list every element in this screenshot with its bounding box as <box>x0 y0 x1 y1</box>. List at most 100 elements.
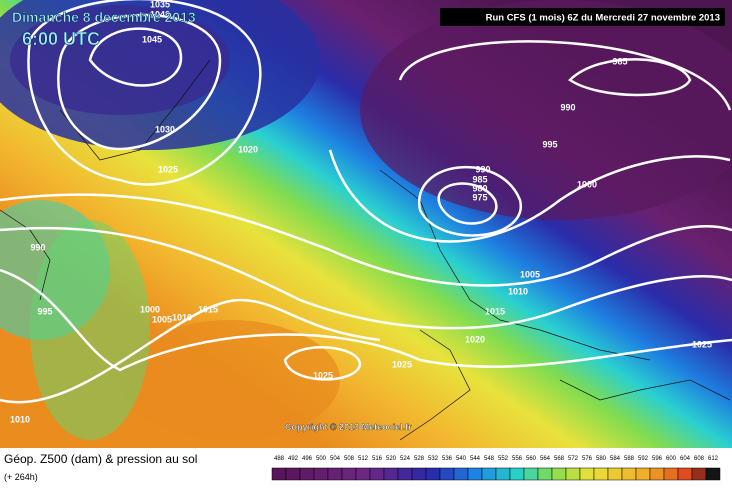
isobar-label: 1025 <box>692 339 712 349</box>
isobar-label: 1025 <box>392 359 412 369</box>
scale-swatch <box>439 467 455 481</box>
scale-label: 612 <box>708 456 719 462</box>
scale-swatch <box>551 467 567 481</box>
scale-label: 572 <box>568 456 579 462</box>
scale-swatch <box>467 467 483 481</box>
isobar-label: 985 <box>472 174 487 184</box>
scale-swatch <box>593 467 609 481</box>
scale-swatch <box>635 467 651 481</box>
isobar-label: 1005 <box>152 314 172 324</box>
scale-swatch <box>411 467 427 481</box>
scale-label: 596 <box>652 456 663 462</box>
scale-swatch <box>691 467 707 481</box>
scale-label: 500 <box>316 456 327 462</box>
scale-swatch <box>425 467 441 481</box>
scale-label: 548 <box>484 456 495 462</box>
scale-label: 564 <box>540 456 551 462</box>
color-scale: 488 492 496 500 504 508 512 516 520 524 528 532 536 5… <box>271 456 721 481</box>
isobar-label: 990 <box>560 102 575 112</box>
time: 6:00 UTC <box>22 29 100 49</box>
scale-label: 540 <box>456 456 467 462</box>
legend-title: Géop. Z500 (dam) & pression au sol <box>4 452 197 466</box>
scale-swatch <box>369 467 385 481</box>
scale-swatch <box>649 467 665 481</box>
isobar-label: 985 <box>612 56 627 66</box>
scale-swatch <box>327 467 343 481</box>
scale-label: 604 <box>680 456 691 462</box>
isobar-label: 1015 <box>485 306 505 316</box>
scale-label: 592 <box>638 456 649 462</box>
isobar-label: 1025 <box>158 164 178 174</box>
scale-swatch <box>313 467 329 481</box>
isobar-label: 1030 <box>155 124 175 134</box>
isobar-label: 1040 <box>150 9 170 19</box>
scale-swatch <box>607 467 623 481</box>
scale-swatch <box>677 467 693 481</box>
isobars <box>0 0 732 402</box>
isobar-label: 1045 <box>142 34 162 44</box>
scale-label: 520 <box>386 456 397 462</box>
scale-label: 496 <box>302 456 313 462</box>
scale-swatch <box>383 467 399 481</box>
run-box <box>440 8 725 26</box>
run-info: Run CFS (1 mois) 6Z du Mercredi 27 novem… <box>486 13 720 24</box>
scale-label: 532 <box>428 456 439 462</box>
isobar-label: 990 <box>475 164 490 174</box>
legend-lead: (+ 264h) <box>4 472 38 482</box>
scale-swatch <box>509 467 525 481</box>
scale-label: 588 <box>624 456 635 462</box>
scale-label: 580 <box>596 456 607 462</box>
scale-label: 556 <box>512 456 523 462</box>
scale-label: 516 <box>372 456 383 462</box>
scale-label: 608 <box>694 456 705 462</box>
scale-swatch <box>355 467 371 481</box>
isobar-label: 1000 <box>577 179 597 189</box>
scale-swatch <box>579 467 595 481</box>
scale-swatch <box>663 467 679 481</box>
scale-label: 560 <box>526 456 537 462</box>
coastlines <box>0 59 731 441</box>
isobar-label: 1010 <box>172 312 192 322</box>
isobar-label: 1015 <box>198 304 218 314</box>
copyright: Copyright © 2013 Meteociel.fr <box>285 422 412 432</box>
isobar-label: 1035 <box>150 0 170 9</box>
scale-swatch <box>537 467 553 481</box>
scale-swatch <box>621 467 637 481</box>
isobar-label: 995 <box>37 306 52 316</box>
scale-label: 504 <box>330 456 341 462</box>
isobar-label: 1020 <box>465 334 485 344</box>
scale-swatch <box>341 467 357 481</box>
scale-label: 528 <box>414 456 425 462</box>
isobar-label: 990 <box>30 242 45 252</box>
scale-label: 512 <box>358 456 369 462</box>
scale-label: 552 <box>498 456 509 462</box>
isobar-label: 1000 <box>140 304 160 314</box>
scale-swatch <box>271 467 287 481</box>
background <box>0 0 732 448</box>
scale-label: 536 <box>442 456 453 462</box>
scale-label: 524 <box>400 456 411 462</box>
isobar-label: 1020 <box>238 144 258 154</box>
scale-swatch <box>495 467 511 481</box>
scale-label: 568 <box>554 456 565 462</box>
scale-swatch <box>285 467 301 481</box>
scale-swatch <box>565 467 581 481</box>
scale-label: 584 <box>610 456 621 462</box>
scale-label: 488 <box>274 456 285 462</box>
isobar-label: 980 <box>472 183 487 193</box>
scale-swatch <box>523 467 539 481</box>
scale-swatch <box>299 467 315 481</box>
scale-swatch <box>705 467 721 481</box>
isobar-label: 1010 <box>10 414 30 424</box>
isobar-label: 995 <box>542 139 557 149</box>
isobar-label: 1005 <box>520 269 540 279</box>
isobar-label: 1010 <box>508 286 528 296</box>
scale-label: 544 <box>470 456 481 462</box>
scale-swatch <box>397 467 413 481</box>
isobar-label: 1025 <box>313 370 333 380</box>
date: Dimanche 8 decembre 2013 <box>12 9 196 25</box>
scale-label: 600 <box>666 456 677 462</box>
scale-label: 508 <box>344 456 355 462</box>
